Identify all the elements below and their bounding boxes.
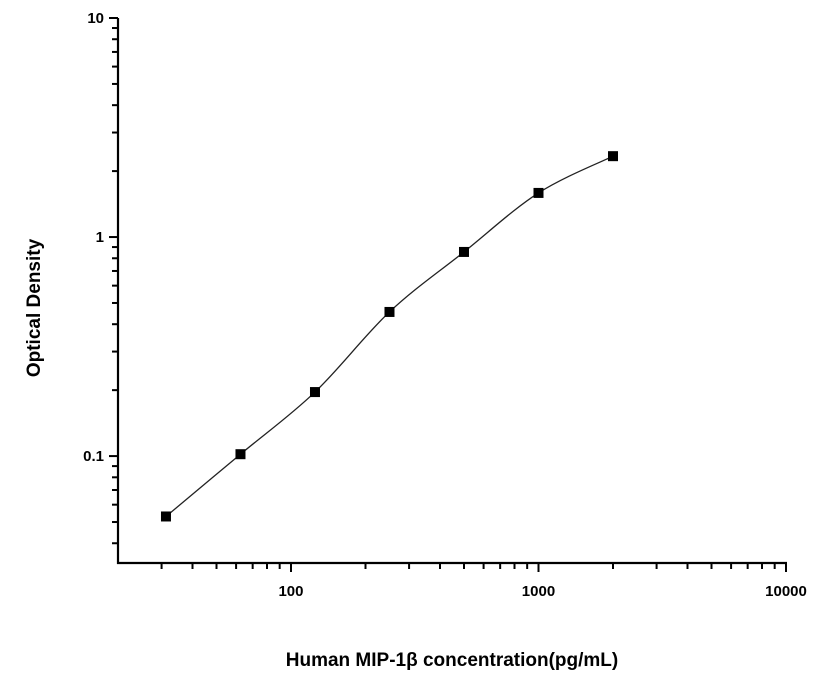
x-tick-label: 100: [278, 583, 303, 600]
tick-labels: 0.1 1 10 100 1000 10000: [83, 10, 807, 600]
x-axis-title: Human MIP-1β concentration(pg/mL): [286, 650, 619, 671]
data-point-square-marker: [235, 449, 246, 460]
y-tick-label: 0.1: [83, 448, 104, 465]
y-axis-title: Optical Density: [24, 238, 45, 377]
axes: [109, 17, 787, 572]
data-point-square-marker: [608, 151, 619, 162]
fit-curve: [165, 155, 614, 517]
data-point-square-marker: [309, 387, 320, 398]
data-point-square-marker: [458, 246, 469, 257]
fit-curve-line: [165, 155, 614, 517]
x-tick-label: 10000: [765, 583, 807, 600]
data-points: [160, 151, 619, 522]
x-tick-label: 1000: [522, 583, 555, 600]
data-point-square-marker: [384, 306, 395, 317]
data-point-square-marker: [533, 187, 544, 198]
data-point-square-marker: [160, 511, 171, 522]
y-tick-label: 10: [87, 10, 104, 27]
y-tick-label: 1: [96, 229, 104, 246]
